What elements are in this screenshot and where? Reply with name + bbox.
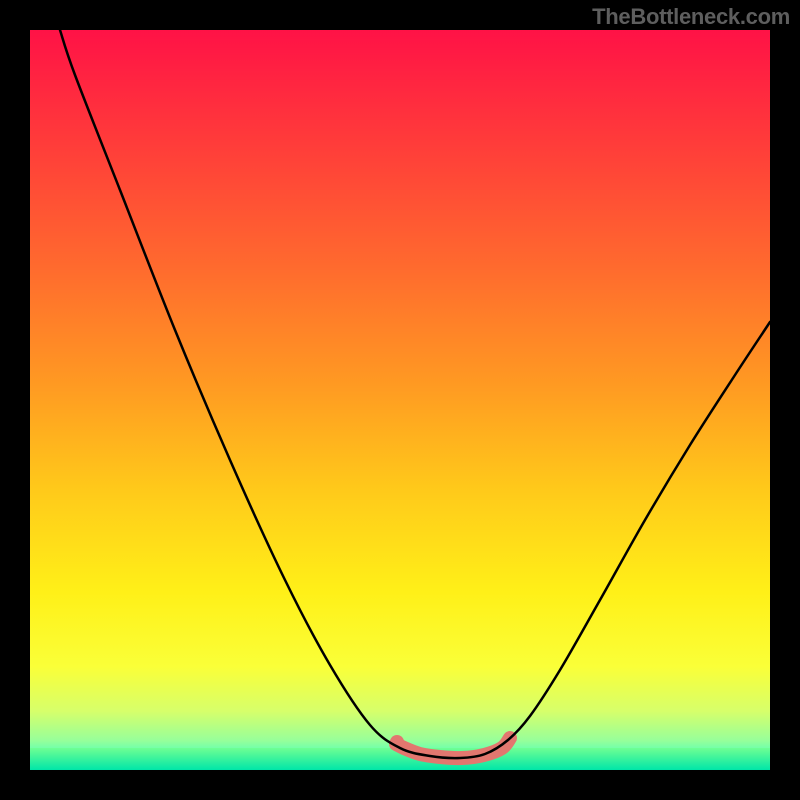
border-bottom (0, 770, 800, 800)
plot-background (30, 30, 770, 770)
border-right (770, 0, 800, 800)
chart-container: TheBottleneck.com (0, 0, 800, 800)
border-top (0, 0, 800, 30)
border-left (0, 0, 30, 800)
bottleneck-curve-chart (0, 0, 800, 800)
